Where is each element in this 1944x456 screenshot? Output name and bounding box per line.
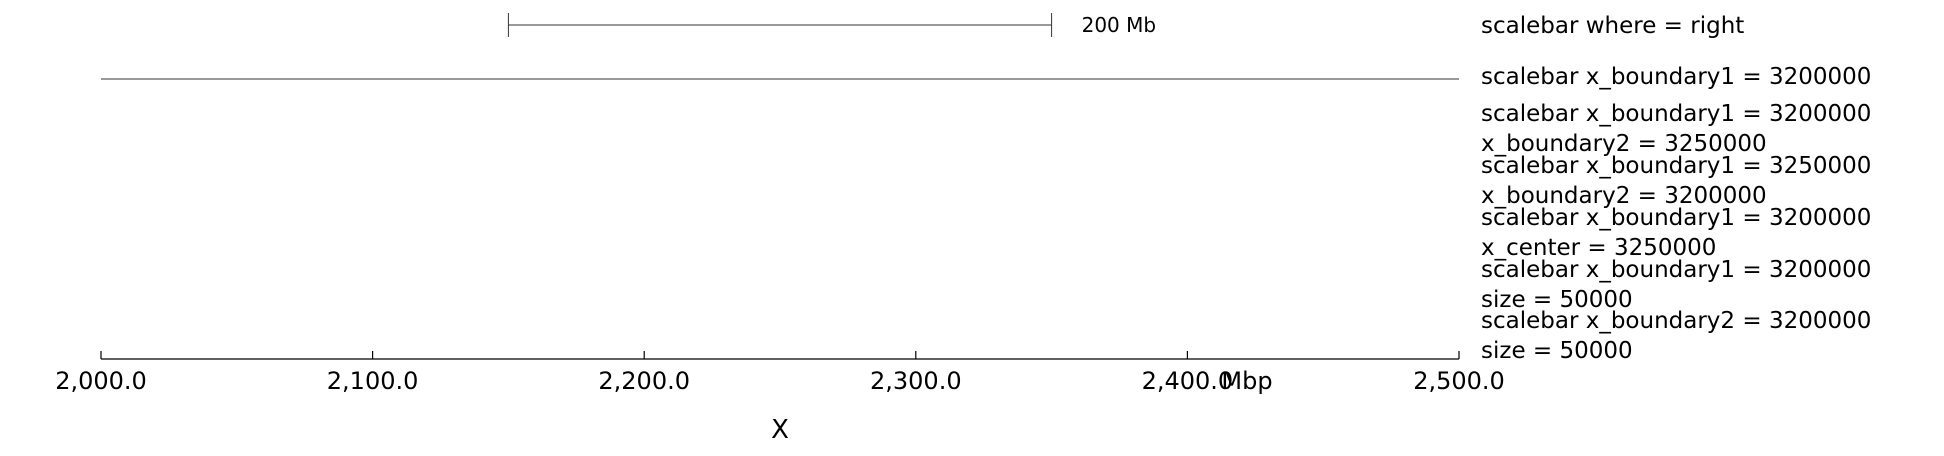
track-label: scalebar x_boundary1 = 3200000	[1481, 64, 1871, 90]
x-axis: 2,000.0 2,100.0 2,200.0 2,300.0 2,400.0 2,500…	[55, 351, 1505, 445]
x-tick-label: 2,200.0	[598, 367, 690, 395]
track-label-layer: scalebar where = right scalebar x_boundar…	[1481, 13, 1871, 364]
scalebar-label: 200 Mb	[1082, 13, 1156, 37]
x-tick-label: 2,300.0	[870, 367, 962, 395]
x-tick-label: 2,000.0	[55, 367, 147, 395]
track-label: scalebar x_boundary1 = 3200000	[1481, 257, 1871, 283]
track-label: scalebar x_boundary1 = 3250000	[1481, 153, 1871, 179]
x-tick-label: 2,400.0	[1142, 367, 1234, 395]
x-axis-title: X	[771, 415, 789, 445]
x-tick-group: 2,000.0 2,100.0 2,200.0 2,300.0 2,400.0 2,500…	[55, 351, 1505, 395]
track-label: x_center = 3250000	[1481, 235, 1716, 261]
x-axis-unit-label: Mbp	[1221, 367, 1272, 395]
track-label: scalebar x_boundary1 = 3200000	[1481, 205, 1871, 231]
track-label: size = 50000	[1481, 338, 1633, 364]
track-label: scalebar where = right	[1481, 13, 1744, 39]
track-label: x_boundary2 = 3250000	[1481, 131, 1767, 157]
track-label: scalebar x_boundary2 = 3200000	[1481, 308, 1871, 334]
track-label: x_boundary2 = 3200000	[1481, 183, 1767, 209]
track-label: scalebar x_boundary1 = 3200000	[1481, 101, 1871, 127]
scalebar-layer: 200 Mb	[101, 13, 1459, 80]
x-tick-label: 2,500.0	[1413, 367, 1505, 395]
x-tick-label: 2,100.0	[327, 367, 419, 395]
track-label: size = 50000	[1481, 287, 1633, 313]
